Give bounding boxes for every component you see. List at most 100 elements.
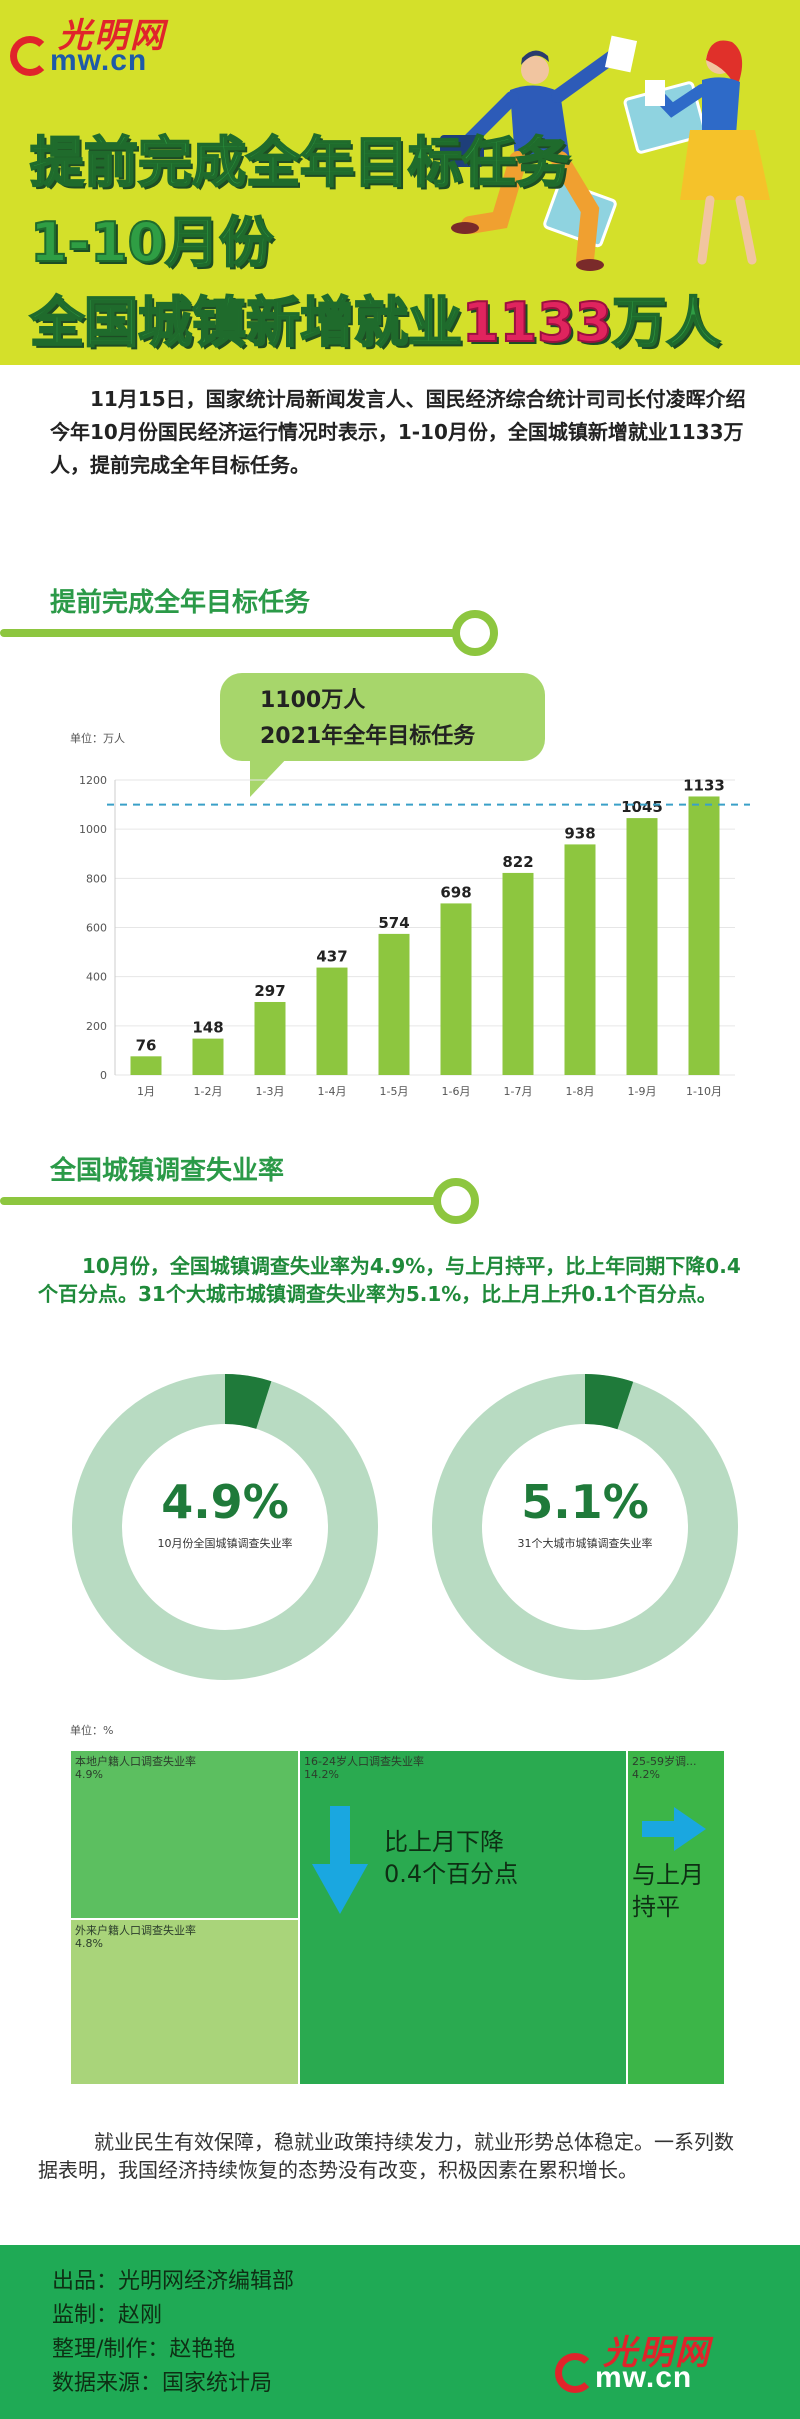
header-title-line1: 提前完成全年目标任务 (29, 130, 571, 195)
youth-annotation: 比上月下降 0.4个百分点 (384, 1828, 519, 1888)
target-bubble-value: 1100万人 (260, 688, 366, 713)
treemap-cell-prime-age-name: 25-59岁调... (632, 1755, 697, 1768)
treemap-cell-migrant: 外来户籍人口调查失业率 4.8% (70, 1919, 299, 2085)
bar-value-label: 437 (316, 948, 347, 966)
target-bubble-caption: 2021年全年目标任务 (260, 724, 476, 749)
bar-chart-unit-label: 单位：万人 (70, 731, 125, 745)
bar (254, 1001, 286, 1075)
treemap-cell-youth: 16-24岁人口调查失业率 14.2% 比上月下降 0.4个百分点 (299, 1750, 627, 2085)
donut-slice (224, 1374, 272, 1430)
right-arrow-icon (642, 1807, 706, 1851)
bar-value-label: 822 (502, 853, 533, 871)
bar-value-label: 574 (378, 914, 409, 932)
x-tick-label: 1-2月 (194, 1085, 223, 1098)
national-unemployment-donut (72, 1374, 378, 1680)
bar (564, 844, 596, 1075)
bar (130, 1056, 162, 1075)
treemap-cell-local-name: 本地户籍人口调查失业率 (75, 1755, 196, 1768)
section1-divider (0, 629, 462, 637)
donut2-caption: 31个大城市城镇调查失业率 (517, 1537, 653, 1550)
bar (192, 1038, 224, 1075)
x-tick-label: 1月 (137, 1085, 155, 1098)
footer-logo-g-icon (555, 2353, 595, 2393)
header-banner: 光明网 mw.cn 提前完成全年目标任务 1-10月份 全国城镇新增就业1133… (0, 0, 800, 365)
city-unemployment-donut (432, 1374, 738, 1680)
treemap-cell-prime-age-value: 4.2% (632, 1768, 660, 1781)
bar-value-label: 1133 (683, 776, 725, 794)
x-tick-label: 1-8月 (566, 1085, 595, 1098)
treemap-cell-prime-age: 25-59岁调... 4.2% 与上月 持平 (627, 1750, 725, 2085)
x-tick-label: 1-7月 (504, 1085, 533, 1098)
footer-gmw-logo[interactable]: 光明网 mw.cn (555, 2325, 730, 2395)
unemployment-treemap: 本地户籍人口调查失业率 4.9% 外来户籍人口调查失业率 4.8% 16-24岁… (70, 1750, 725, 2085)
donut-slice (584, 1374, 634, 1430)
people-illustration-icon (440, 35, 770, 271)
treemap-unit-label: 单位：% (70, 1724, 114, 1737)
x-tick-label: 1-6月 (442, 1085, 471, 1098)
bar-value-label: 297 (254, 982, 285, 1000)
header-title-line3-prefix: 全国城镇新增就业 (29, 290, 463, 355)
new-jobs-bar-chart: 单位：万人 0 200 400 600 800 1000 1200 76 1月 148 1-2月 297… (70, 731, 750, 1098)
footer: 出品：光明网经济编辑部 监制：赵刚 整理/制作：赵艳艳 数据来源：国家统计局 光… (0, 2245, 800, 2419)
conclusion-paragraph: 就业民生有效保障，稳就业政策持续发力，就业形势总体稳定。一系列数据表明，我国经济… (38, 2130, 734, 2182)
treemap-cell-youth-value: 14.2% (304, 1768, 339, 1781)
intro-paragraph: 11月15日，国家统计局新闻发言人、国民经济综合统计司司长付凌晖介绍今年10月份… (50, 387, 746, 477)
target-bubble-text: 1100万人 2021年全年目标任务 (260, 683, 475, 755)
y-tick-label: 600 (86, 922, 107, 935)
x-tick-label: 1-5月 (380, 1085, 409, 1098)
section2-ring-icon (433, 1178, 479, 1224)
bar-value-label: 698 (440, 883, 471, 901)
down-arrow-icon (312, 1806, 368, 1914)
y-tick-label: 400 (86, 971, 107, 984)
donut1-caption: 10月份全国城镇调查失业率 (157, 1537, 293, 1550)
header-title-line3-suffix: 万人 (611, 290, 721, 355)
gmw-logo[interactable]: 光明网 mw.cn (10, 8, 185, 78)
footer-supervisor: 监制：赵刚 (52, 2303, 163, 2328)
x-tick-label: 1-3月 (256, 1085, 285, 1098)
section1-title: 提前完成全年目标任务 (50, 588, 311, 618)
bar-value-label: 938 (564, 824, 595, 842)
footer-credits: 出品：光明网经济编辑部 监制：赵刚 整理/制作：赵艳艳 数据来源：国家统计局 (52, 2265, 294, 2401)
unemployment-paragraph: 10月份，全国城镇调查失业率为4.9%，与上月持平，比上年同期下降0.4个百分点… (38, 1254, 741, 1306)
treemap-cell-local: 本地户籍人口调查失业率 4.9% (70, 1750, 299, 1919)
section2-title: 全国城镇调查失业率 (50, 1156, 285, 1186)
logo-english: mw.cn (50, 44, 148, 77)
target-bubble (220, 673, 545, 761)
bar (626, 818, 658, 1075)
header-title-line2: 1-10月份 (29, 210, 274, 275)
x-tick-label: 1-10月 (686, 1085, 722, 1098)
y-tick-label: 200 (86, 1020, 107, 1033)
footer-source: 数据来源：国家统计局 (52, 2371, 273, 2396)
y-tick-label: 0 (100, 1069, 107, 1082)
logo-g-icon (10, 36, 50, 76)
y-tick-label: 1200 (79, 774, 107, 787)
bar (440, 903, 472, 1075)
treemap-cell-migrant-value: 4.8% (75, 1937, 103, 1950)
bar (502, 872, 534, 1075)
treemap-cell-migrant-name: 外来户籍人口调查失业率 (75, 1924, 196, 1937)
section2-divider (0, 1197, 462, 1205)
bar (688, 796, 720, 1075)
bar (378, 933, 410, 1075)
x-tick-label: 1-4月 (318, 1085, 347, 1098)
header-title-line3: 全国城镇新增就业1133万人 (29, 278, 721, 357)
treemap-cell-local-value: 4.9% (75, 1768, 103, 1781)
x-tick-label: 1-9月 (628, 1085, 657, 1098)
bar (316, 967, 348, 1075)
treemap-cell-youth-name: 16-24岁人口调查失业率 (304, 1755, 424, 1768)
footer-logo-chinese: 光明网 (603, 2333, 711, 2373)
y-tick-label: 1000 (79, 823, 107, 836)
donut1-value: 4.9% (161, 1475, 289, 1529)
footer-producer: 出品：光明网经济编辑部 (52, 2269, 295, 2294)
section1-ring-icon (452, 610, 498, 656)
bar-value-label: 1045 (621, 798, 663, 816)
prime-age-annotation: 与上月 持平 (632, 1861, 704, 1921)
header-title-number: 1133 (461, 290, 613, 355)
donut2-value: 5.1% (521, 1475, 649, 1529)
bar-value-label: 148 (192, 1019, 223, 1037)
bar-value-label: 76 (136, 1036, 157, 1054)
footer-editor: 整理/制作：赵艳艳 (52, 2337, 236, 2362)
footer-logo-english: mw.cn (595, 2361, 693, 2394)
y-tick-label: 800 (86, 872, 107, 885)
logo-chinese: 光明网 (58, 16, 166, 56)
